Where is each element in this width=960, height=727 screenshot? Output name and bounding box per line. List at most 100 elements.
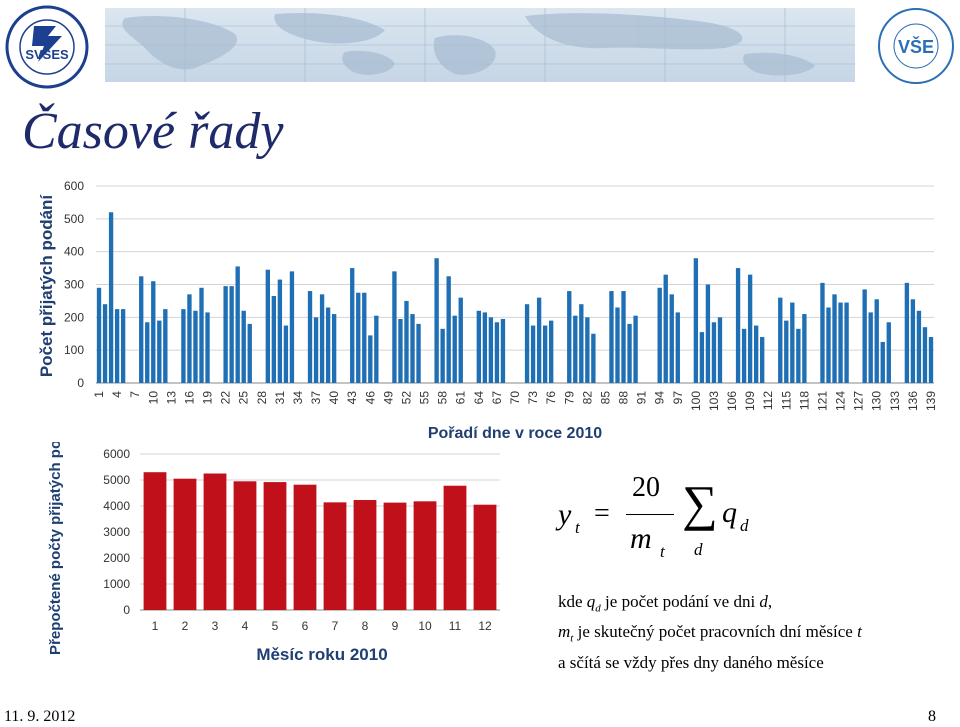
chart1-bar (187, 294, 192, 383)
chart1-y-tick-label: 400 (64, 245, 84, 259)
chart1-bar (790, 302, 795, 383)
chart2-x-tick-label: 5 (272, 619, 279, 633)
chart2-y-tick-label: 0 (123, 603, 130, 617)
chart1-x-tick-label: 139 (924, 391, 938, 411)
chart1-y-tick-label: 600 (64, 179, 84, 193)
chart1-x-tick-label: 64 (472, 391, 486, 405)
formula-fraction-bar (626, 514, 674, 515)
chart2-bar (443, 485, 467, 610)
svses-logo: SVSES (4, 4, 90, 95)
chart1-bar (229, 286, 234, 383)
chart1-bar (331, 314, 337, 383)
chart1-x-tick-label: 7 (128, 391, 142, 398)
chart1-x-tick-label: 67 (490, 391, 504, 405)
chart1-bar (440, 328, 445, 383)
chart1-bar (446, 276, 451, 383)
chart1-x-tick-label: 127 (852, 391, 866, 411)
chart1-bar (832, 294, 837, 383)
chart2-x-axis-title: Měsíc roku 2010 (256, 645, 387, 664)
chart1-x-tick-label: 43 (345, 391, 359, 405)
chart2-x-tick-label: 11 (449, 619, 462, 633)
chart1-bar (271, 295, 277, 383)
explanation-line-1-text: je počet podání ve dni (600, 592, 760, 611)
chart1-bar (633, 315, 638, 383)
chart1-y-tick-label: 200 (64, 310, 84, 324)
explanation-line-1-var: q (586, 592, 596, 611)
explanation-line-2-text: je skutečný počet pracovních dní měsíce (573, 622, 858, 642)
chart1-x-tick-label: 85 (598, 391, 612, 405)
chart2-x-ticks: 1 2 3 4 5 6 7 8 9 10 11 12 (152, 619, 492, 633)
chart2-bar (353, 500, 377, 610)
chart2-bar (323, 502, 347, 610)
svses-logo-text: SVSES (25, 47, 69, 62)
formula-denominator: m (630, 522, 652, 555)
chart1-bar (627, 323, 632, 383)
header-banner (105, 8, 855, 82)
chart1-bar (778, 297, 783, 383)
chart1-x-tick-label: 25 (237, 391, 251, 405)
chart1-bar (114, 309, 120, 383)
chart2-bar (383, 502, 407, 610)
formula-sum-index: d (694, 540, 703, 559)
chart1-bar (868, 312, 873, 383)
chart1-bar (874, 299, 879, 383)
chart1-bar (319, 294, 325, 383)
chart2-bar (473, 504, 497, 610)
chart1-bar (139, 276, 144, 383)
chart1-bar (573, 315, 578, 383)
chart1-bar (585, 317, 590, 383)
chart1-bar (530, 325, 536, 383)
chart1-bar (802, 314, 807, 383)
chart1-bar (416, 323, 421, 383)
chart1-bar (735, 268, 741, 383)
chart1-bar (784, 320, 789, 383)
chart1-bar (482, 312, 488, 383)
chart1-bar (542, 325, 548, 383)
chart1-bars (96, 212, 934, 383)
chart1-bar (549, 320, 554, 383)
chart1-bar (760, 337, 765, 383)
chart2-y-axis-title: Přepočtené počty přijatých podání (48, 442, 64, 655)
chart1-x-tick-label: 118 (797, 391, 811, 410)
chart1-bar (621, 291, 626, 383)
chart2-x-tick-label: 10 (418, 619, 432, 633)
chart1-x-tick-label: 58 (436, 391, 450, 405)
chart2-bar (413, 501, 437, 610)
chart1-bar (283, 325, 289, 383)
chart1-bar (711, 322, 717, 383)
chart1-x-tick-label: 73 (526, 391, 540, 405)
chart2-x-tick-label: 2 (182, 619, 189, 633)
chart1-x-ticks: 1 4 7 10 13 16 19 22 25 28 31 34 37 40 43 46 49 52 55 58 61 6… (92, 391, 938, 411)
chart2-y-ticks: 0 1000 2000 3000 4000 5000 6000 (103, 447, 130, 617)
formula-denominator-subscript: t (660, 542, 665, 561)
chart1-x-tick-label: 106 (725, 391, 739, 411)
chart1-x-tick-label: 130 (870, 391, 884, 411)
vse-logo-text: VŠE (898, 36, 934, 57)
chart1-bar (193, 310, 198, 383)
chart1-bar (145, 322, 150, 383)
chart1-bar (410, 314, 415, 383)
footer-date: 11. 9. 2012 (4, 708, 76, 725)
chart1-bar (313, 317, 319, 383)
chart1-x-tick-label: 124 (834, 391, 848, 411)
chart1-bar (747, 274, 753, 383)
formula-term-subscript: d (740, 516, 749, 535)
formula-equals: = (594, 498, 610, 529)
chart2-y-tick-label: 3000 (103, 525, 130, 539)
formula-term: q (722, 496, 737, 529)
chart1-x-tick-label: 88 (617, 391, 631, 405)
daily-submissions-chart: 0 100 200 300 400 500 600 1 4 7 10 13 16 19 22 25 28 31 3… (37, 179, 938, 438)
chart1-bar (838, 302, 843, 383)
chart1-bar (904, 282, 910, 383)
chart1-x-tick-label: 97 (671, 391, 685, 405)
chart2-x-tick-label: 8 (362, 619, 369, 633)
chart1-bar (609, 291, 614, 383)
chart1-x-tick-label: 94 (653, 391, 667, 405)
chart1-bar (356, 292, 361, 383)
chart1-x-tick-label: 121 (815, 391, 829, 411)
chart1-bar (398, 318, 403, 383)
chart1-bar (350, 268, 355, 383)
chart1-bar (524, 304, 530, 383)
chart1-bar (434, 258, 439, 383)
